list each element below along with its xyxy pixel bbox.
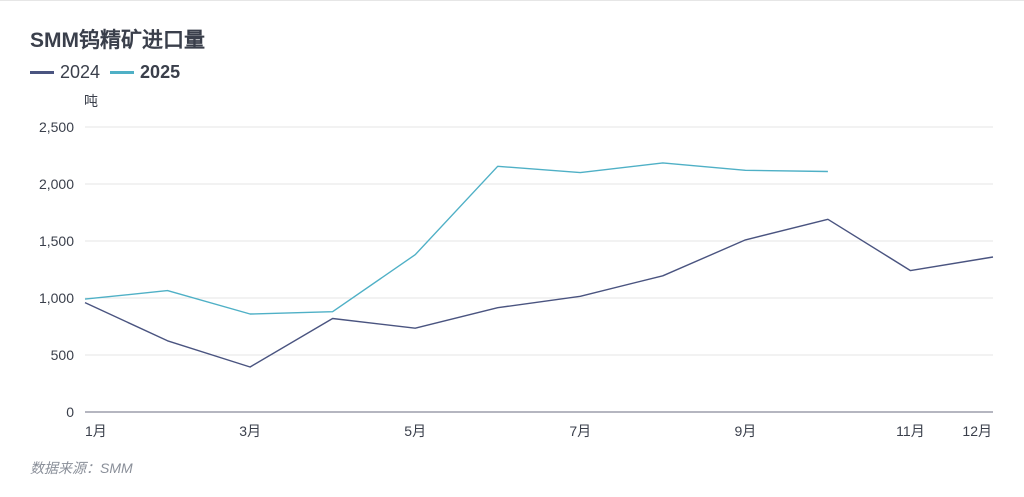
x-tick-label: 5月 <box>404 423 426 439</box>
x-tick-label: 12月 <box>962 423 992 439</box>
y-axis-unit-label: 吨 <box>84 93 98 109</box>
y-tick-label: 2,500 <box>39 119 74 135</box>
x-tick-label: 7月 <box>569 423 591 439</box>
series-line-2024 <box>84 218 994 368</box>
legend-item-2025[interactable]: 2025 <box>110 62 180 83</box>
y-tick-label: 500 <box>51 347 75 363</box>
series-line-2025 <box>84 162 828 315</box>
legend-swatch-2025 <box>110 71 135 74</box>
x-tick-label: 9月 <box>734 423 756 439</box>
chart-title: SMM钨精矿进口量 <box>30 29 205 52</box>
top-divider <box>0 0 1024 1</box>
data-source-note: 数据来源：SMM <box>30 460 133 476</box>
x-tick-label: 3月 <box>239 423 261 439</box>
legend: 2024 2025 <box>30 62 180 83</box>
x-tick-label: 11月 <box>896 423 925 439</box>
y-tick-label: 2,000 <box>39 176 74 192</box>
legend-item-2024[interactable]: 2024 <box>30 62 100 83</box>
legend-label-2025: 2025 <box>140 62 181 82</box>
y-tick-label: 1,500 <box>39 233 74 249</box>
y-tick-label: 0 <box>66 404 74 420</box>
legend-swatch-2024 <box>30 71 54 74</box>
y-tick-label: 1,000 <box>39 290 74 306</box>
x-tick-label: 1月 <box>85 423 107 439</box>
legend-label-2024: 2024 <box>60 62 101 82</box>
